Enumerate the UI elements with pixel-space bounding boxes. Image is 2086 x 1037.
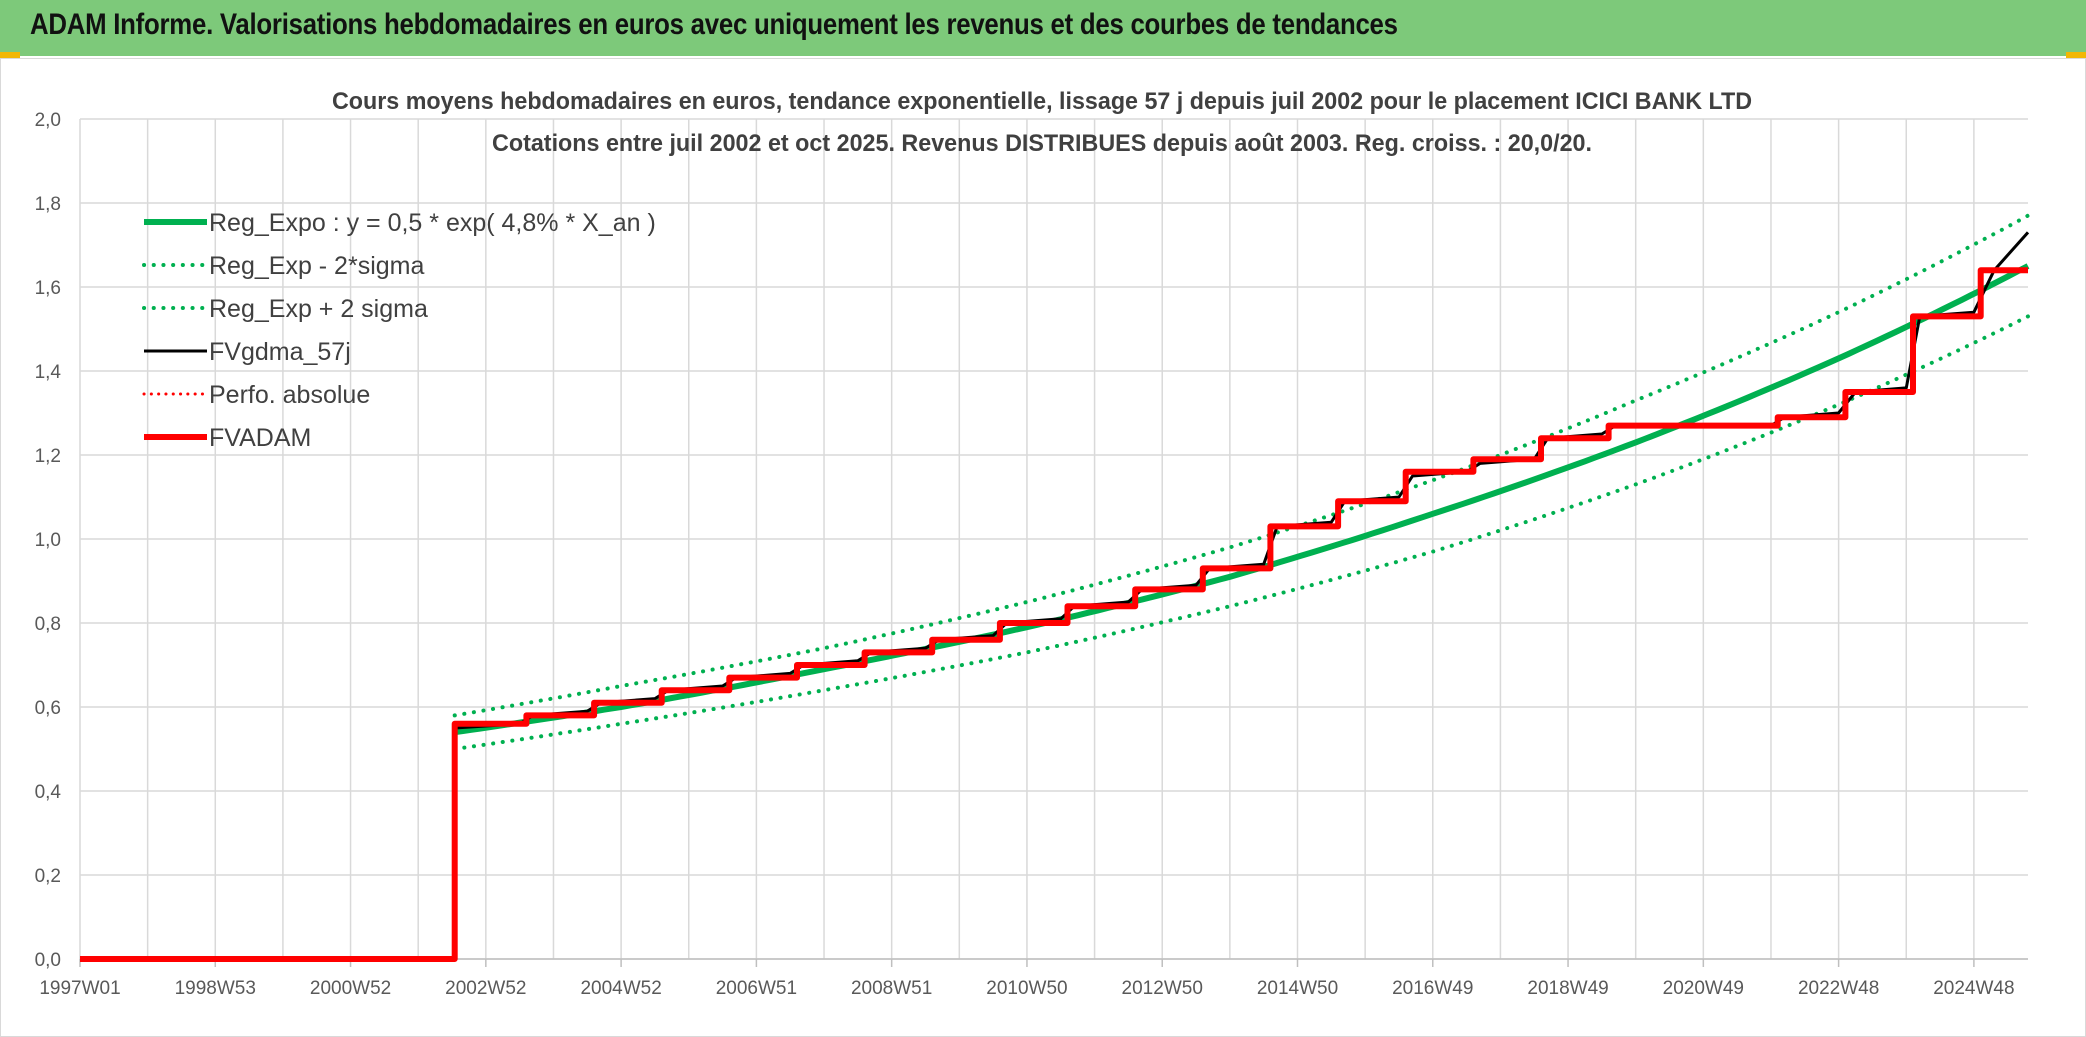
- series-line-1: [452, 314, 2030, 751]
- chart-title: Cours moyens hebdomadaires en euros, ten…: [332, 88, 1752, 115]
- x-tick-label: 2016W49: [1392, 978, 1473, 999]
- y-tick-label: 0,2: [35, 866, 61, 887]
- x-tick-label: 2000W52: [310, 978, 391, 999]
- legend-label: Reg_Exp - 2*sigma: [209, 252, 424, 280]
- y-tick-label: 1,0: [35, 530, 61, 551]
- chart-area: 0,0 0,2 0,4 0,6 0,8 1,0 1,2 1,4 1,6 1,8 2,0 1997W0…: [0, 58, 2086, 1037]
- x-tick-label: 2010W50: [986, 978, 1067, 999]
- x-tick-label: 2002W52: [445, 978, 526, 999]
- x-tick-label: 2006W51: [716, 978, 797, 999]
- y-tick-label: 0,6: [35, 698, 61, 719]
- x-tick-label: 2014W50: [1257, 978, 1338, 999]
- y-tick-label: 1,6: [35, 278, 61, 299]
- left-corner-marker: [0, 52, 20, 59]
- series-layer: [80, 213, 2030, 962]
- legend-label: Reg_Exp + 2 sigma: [209, 295, 428, 323]
- legend-label: Reg_Expo : y = 0,5 * exp( 4,8% * X_an ): [209, 209, 656, 237]
- y-tick-label: 0,4: [35, 782, 62, 803]
- legend-label: Perfo. absolue: [209, 381, 370, 409]
- series-line-5: [80, 267, 2028, 962]
- chart-subtitle: Cotations entre juil 2002 et oct 2025. R…: [492, 130, 1592, 157]
- x-tick-label: 2022W48: [1798, 978, 1879, 999]
- x-tick-label: 2012W50: [1122, 978, 1203, 999]
- y-tick-label: 1,4: [35, 362, 62, 383]
- gridlines: [79, 118, 2028, 960]
- y-tick-label: 2,0: [35, 110, 61, 131]
- series-line-2: [452, 213, 2030, 718]
- y-tick-label: 1,2: [35, 446, 61, 467]
- x-tick-label: 2024W48: [1933, 978, 2014, 999]
- legend: Reg_Expo : y = 0,5 * exp( 4,8% * X_an ) R…: [142, 209, 656, 452]
- x-tick-label: 2018W49: [1527, 978, 1608, 999]
- page-title: ADAM Informe. Valorisations hebdomadaire…: [30, 8, 1398, 41]
- y-tick-label: 1,8: [35, 194, 61, 215]
- y-tick-label: 0,0: [35, 950, 61, 971]
- y-tick-label: 0,8: [35, 614, 61, 635]
- line-chart: 0,0 0,2 0,4 0,6 0,8 1,0 1,2 1,4 1,6 1,8 2,0 1997W0…: [35, 88, 2030, 999]
- y-axis: 0,0 0,2 0,4 0,6 0,8 1,0 1,2 1,4 1,6 1,8 2,0: [35, 110, 62, 971]
- x-tick-label: 2004W52: [580, 978, 661, 999]
- x-tick-label: 1998W53: [175, 978, 256, 999]
- series-line-0: [454, 263, 2030, 736]
- x-tick-label: 1997W01: [39, 978, 120, 999]
- x-tick-label: 2020W49: [1663, 978, 1744, 999]
- x-axis: 1997W01 1998W53 2000W52 2002W52 2004W52 2006W…: [39, 958, 2028, 999]
- legend-label: FVgdma_57j: [209, 338, 351, 366]
- x-tick-label: 2008W51: [851, 978, 932, 999]
- right-corner-marker: [2066, 52, 2086, 59]
- legend-label: FVADAM: [209, 424, 311, 452]
- header-bar: ADAM Informe. Valorisations hebdomadaire…: [0, 0, 2086, 58]
